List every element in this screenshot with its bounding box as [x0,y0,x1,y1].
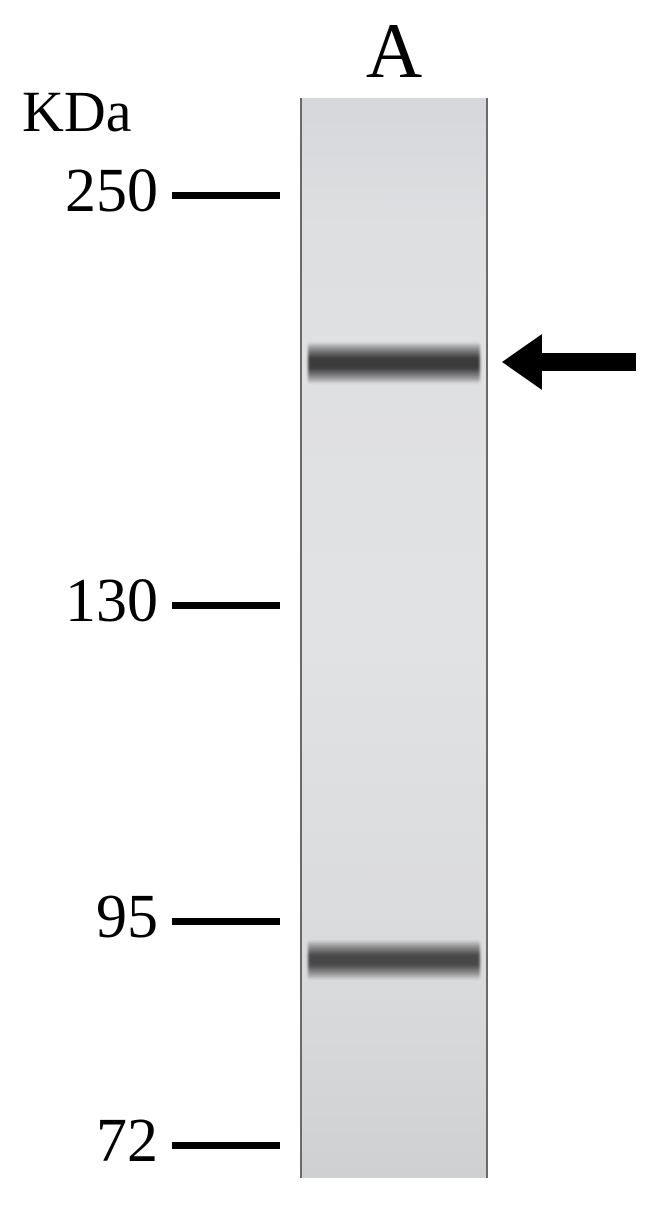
mw-tick-95 [172,918,280,925]
unit-label: KDa [22,78,132,145]
arrow-shaft [540,353,636,371]
mw-label-250: 250 [0,156,158,227]
mw-label-130: 130 [0,566,158,637]
lane-strip [300,98,488,1178]
band-upper [308,342,480,384]
mw-tick-250 [172,192,280,199]
band-lower [308,940,480,980]
mw-tick-130 [172,602,280,609]
mw-label-95: 95 [0,882,158,953]
blot-figure: KDa 250 130 95 72 A [0,0,650,1222]
lane-label-a: A [300,6,488,96]
mw-label-72: 72 [0,1106,158,1177]
mw-tick-72 [172,1142,280,1149]
arrow-head-icon [502,334,542,390]
